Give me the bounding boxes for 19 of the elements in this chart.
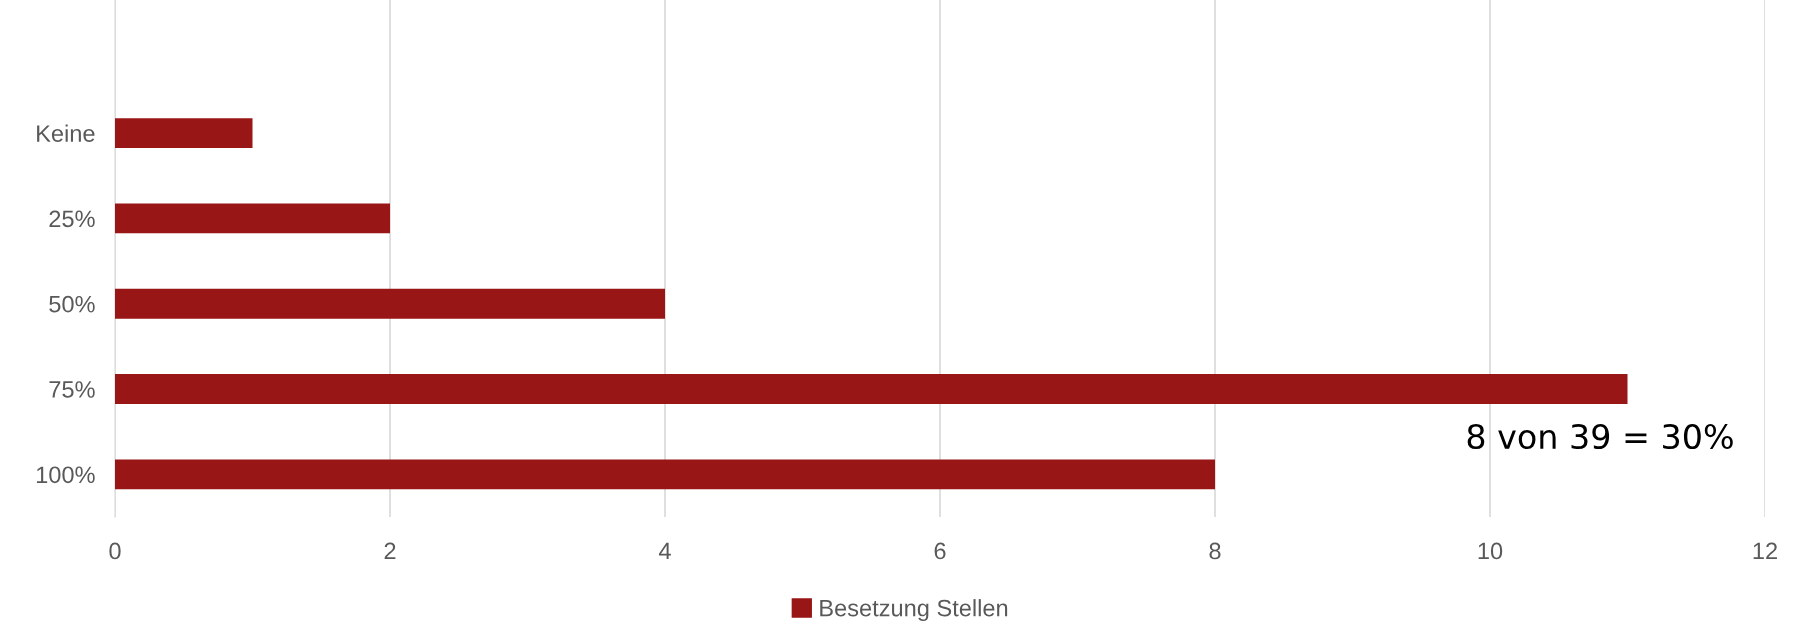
annotation: 8 von 39 = 30%	[1467, 423, 1733, 450]
y-tick-label: Keine	[37, 124, 95, 142]
x-tick-label: 10	[1478, 542, 1503, 560]
x-tick-label: 6	[934, 542, 946, 560]
x-tick-label: 4	[658, 542, 671, 560]
x-tick-label: 2	[384, 542, 396, 560]
legend-label: Besetzung Stellen	[820, 599, 1008, 622]
y-tick-label: 75%	[49, 381, 95, 398]
bar	[115, 203, 390, 234]
bar	[115, 459, 1215, 490]
y-tick-label: 25%	[49, 210, 95, 228]
x-tick-label: 8	[1209, 542, 1221, 560]
x-tick-label: 12	[1753, 542, 1777, 560]
y-tick-label: 100%	[36, 466, 95, 484]
bar	[115, 288, 665, 319]
y-tick-label: 50%	[49, 295, 95, 313]
bar	[115, 118, 253, 149]
bar	[115, 374, 1628, 404]
x-tick-label: 0	[109, 542, 121, 560]
